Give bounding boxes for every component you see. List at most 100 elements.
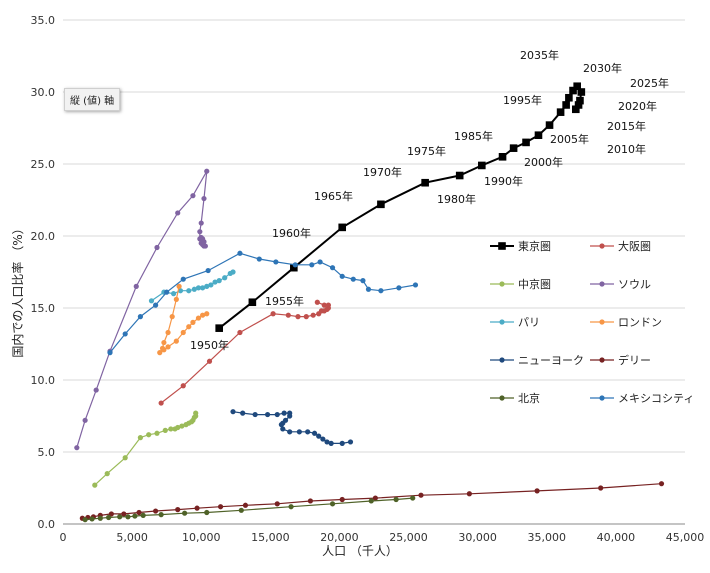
data-point [290,263,298,272]
data-point [572,105,580,114]
data-point [204,168,210,174]
legend-label: ニューヨーク [518,354,584,367]
data-point [252,411,258,418]
data-point [545,121,554,129]
data-point [108,511,114,517]
y-tick-label: 30.0 [31,86,56,99]
data-point [216,278,222,284]
legend-label: 大阪圏 [618,239,651,253]
data-point [157,350,163,356]
data-point [186,324,192,330]
data-point [509,144,518,152]
data-point [106,514,112,521]
legend-swatch-marker [599,319,605,325]
data-point [177,288,184,294]
data-point [314,299,320,305]
data-point [148,298,155,304]
legend-swatch-marker [498,242,506,250]
data-point [200,312,206,318]
data-point [324,439,330,445]
legend-entry: ソウル [590,278,651,291]
series-ロンドン [157,283,210,356]
data-point [180,329,186,336]
legend-label: メキシコシティ [618,392,694,405]
data-point [204,311,210,317]
data-point [339,496,345,503]
data-point [193,410,199,416]
y-tick-label: 0.0 [38,518,56,531]
data-point [158,400,164,406]
data-point [215,324,223,332]
data-point [201,195,207,202]
data-point [347,439,354,445]
series-line [218,84,583,329]
data-point [556,108,565,116]
data-point [339,440,345,446]
data-point [191,286,197,292]
data-point [237,250,243,256]
data-point [329,265,336,271]
data-point [117,514,123,520]
data-point [338,223,347,232]
data-point [658,481,665,487]
data-point [522,138,530,147]
data-point [418,492,424,498]
data-point [368,498,374,504]
data-point [372,495,378,501]
annotation-label: 1960年 [272,226,311,240]
data-point [498,153,507,161]
data-point [173,338,179,344]
data-point [146,432,152,438]
data-point [107,350,113,356]
data-point [569,86,577,95]
legend-swatch-marker [599,395,605,401]
data-point [328,440,334,446]
x-tick-label: 30,000 [458,531,497,544]
data-point [309,262,315,268]
data-point [170,291,177,297]
legend-swatch-marker [499,319,505,325]
y-tick-label: 5.0 [38,446,56,459]
data-point [307,498,314,504]
data-point [240,410,246,416]
series-東京圏 [215,82,586,332]
legend-label: 東京圏 [518,239,551,253]
data-point [169,314,175,320]
data-point [317,259,323,265]
data-point [410,495,416,501]
x-tick-label: 40,000 [597,531,636,544]
data-point [577,88,586,96]
annotation-label: 2030年 [583,61,622,75]
legend-entry: 大阪圏 [590,239,651,253]
data-point [256,256,262,262]
legend-label: ソウル [618,278,651,291]
data-point [396,285,402,291]
legend-entry: メキシコシティ [590,392,694,405]
data-point [534,131,543,139]
legend-label: ロンドン [618,316,662,329]
legend-entry: パリ [490,316,540,329]
annotation-label: 1985年 [454,129,493,143]
data-point [125,514,131,520]
data-point [305,429,311,435]
legend-label: 北京 [518,391,540,405]
x-tick-label: 5,000 [116,531,148,544]
annotation-label: 2010年 [607,142,646,156]
data-point [121,511,127,517]
data-point [97,515,103,521]
data-point [179,423,185,429]
legend-swatch-marker [599,243,605,249]
data-point [350,276,356,282]
y-tick-label: 35.0 [31,14,56,27]
data-point [161,347,167,353]
annotation-label: 2025年 [630,76,669,90]
data-point [534,488,540,494]
data-point [137,314,144,320]
data-point [412,282,419,288]
data-point [325,302,331,308]
data-point [285,312,291,318]
data-point [206,358,213,364]
data-point [576,96,584,105]
data-point [197,229,203,235]
